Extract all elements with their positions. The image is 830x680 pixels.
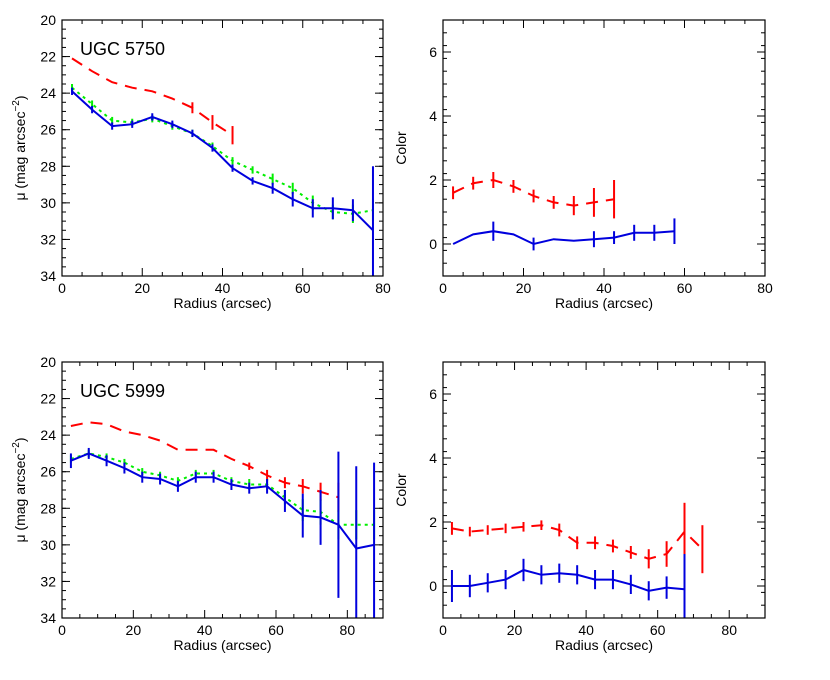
y-axis-label: Color	[393, 131, 409, 165]
y-axis-label-text: μ (mag arcsec	[12, 112, 28, 201]
x-tick-label: 20	[507, 622, 523, 638]
panel-label: UGC 5750	[80, 39, 165, 59]
panel-3: 0 20 40 60 80 20 22 24 26 28 30 32 34 Radius (arcsec)…	[11, 354, 384, 653]
series-line	[452, 230, 675, 246]
panel-2: 0 20 40 60 80 0 2 4 6 Radius (arcsec) Color	[393, 19, 773, 311]
y-tick-label: 0	[429, 578, 437, 594]
y-tick-label: 34	[40, 268, 56, 284]
x-tick-label: 60	[677, 280, 693, 296]
x-axis-label: Radius (arcsec)	[555, 637, 653, 653]
x-tick-label: 80	[757, 280, 773, 296]
series-2	[69, 449, 376, 540]
x-tick-label: 80	[721, 622, 737, 638]
y-tick-label: 28	[40, 500, 56, 516]
y-axis-label-close: )	[12, 437, 28, 442]
x-tick-label: 40	[215, 280, 231, 296]
series-line	[71, 86, 374, 215]
plot-area	[452, 172, 676, 251]
plot-area	[69, 421, 376, 618]
series-1	[452, 172, 616, 219]
x-tick-label: 0	[439, 280, 447, 296]
y-axis-label-text: μ (mag arcsec	[12, 454, 28, 543]
y-axis-label-text: Color	[393, 473, 409, 507]
x-tick-label: 60	[295, 280, 311, 296]
y-tick-label: 2	[429, 514, 437, 530]
x-tick-label: 0	[439, 622, 447, 638]
plot-area	[450, 502, 704, 618]
y-tick-label: 28	[40, 158, 56, 174]
x-tick-label: 20	[134, 280, 150, 296]
series-2	[450, 554, 686, 618]
y-axis-label-superscript: −2	[11, 442, 22, 454]
x-tick-label: 40	[197, 622, 213, 638]
y-axis-label-text: Color	[393, 131, 409, 165]
series-line	[71, 57, 234, 137]
y-axis-label-superscript: −2	[11, 100, 22, 112]
y-tick-label: 34	[40, 610, 56, 626]
series-line	[451, 568, 685, 592]
y-tick-label: 6	[429, 386, 437, 402]
x-tick-label: 40	[578, 622, 594, 638]
series-line	[70, 452, 375, 550]
y-tick-label: 24	[40, 427, 56, 443]
x-tick-label: 60	[650, 622, 666, 638]
series-1	[70, 421, 340, 512]
panel-label: UGC 5999	[80, 381, 165, 401]
y-tick-label: 32	[40, 231, 56, 247]
y-tick-label: 26	[40, 464, 56, 480]
x-tick-label: 20	[126, 622, 142, 638]
x-axis-label: Radius (arcsec)	[173, 295, 271, 311]
series-2	[452, 218, 676, 251]
y-tick-label: 22	[40, 391, 56, 407]
y-tick-label: 32	[40, 573, 56, 589]
y-tick-label: 6	[429, 44, 437, 60]
series-3	[71, 87, 374, 276]
y-axis-label: μ (mag arcsec−2)	[11, 437, 28, 542]
x-tick-label: 40	[596, 280, 612, 296]
x-tick-label: 0	[58, 280, 66, 296]
y-axis-label: μ (mag arcsec−2)	[11, 95, 28, 200]
y-tick-label: 4	[429, 450, 437, 466]
y-tick-label: 30	[40, 195, 56, 211]
y-tick-label: 20	[40, 354, 56, 370]
x-tick-label: 80	[375, 280, 391, 296]
y-tick-label: 4	[429, 108, 437, 124]
panel-4: 0 20 40 60 80 0 2 4 6 Radius (arcsec) Color	[393, 361, 766, 653]
series-line	[70, 421, 339, 499]
y-tick-label: 24	[40, 85, 56, 101]
y-tick-label: 22	[40, 49, 56, 65]
y-tick-label: 30	[40, 537, 56, 553]
series-line	[71, 90, 374, 232]
y-tick-label: 20	[40, 12, 56, 28]
plot-area	[71, 57, 374, 276]
series-3	[69, 447, 376, 618]
x-tick-label: 20	[516, 280, 532, 296]
x-tick-label: 80	[340, 622, 356, 638]
y-axis-label-close: )	[12, 95, 28, 100]
x-tick-label: 60	[268, 622, 284, 638]
series-1	[71, 57, 234, 145]
y-tick-label: 26	[40, 122, 56, 138]
y-tick-label: 2	[429, 172, 437, 188]
y-axis-label: Color	[393, 473, 409, 507]
series-2	[71, 84, 374, 223]
x-axis-label: Radius (arcsec)	[173, 637, 271, 653]
x-axis-label: Radius (arcsec)	[555, 295, 653, 311]
x-tick-label: 0	[58, 622, 66, 638]
series-1	[450, 502, 704, 574]
panel-1: 0 20 40 60 80 20 22 24 26 28 30 32 34 Radius (arcsec)…	[11, 12, 391, 311]
y-tick-label: 0	[429, 236, 437, 252]
